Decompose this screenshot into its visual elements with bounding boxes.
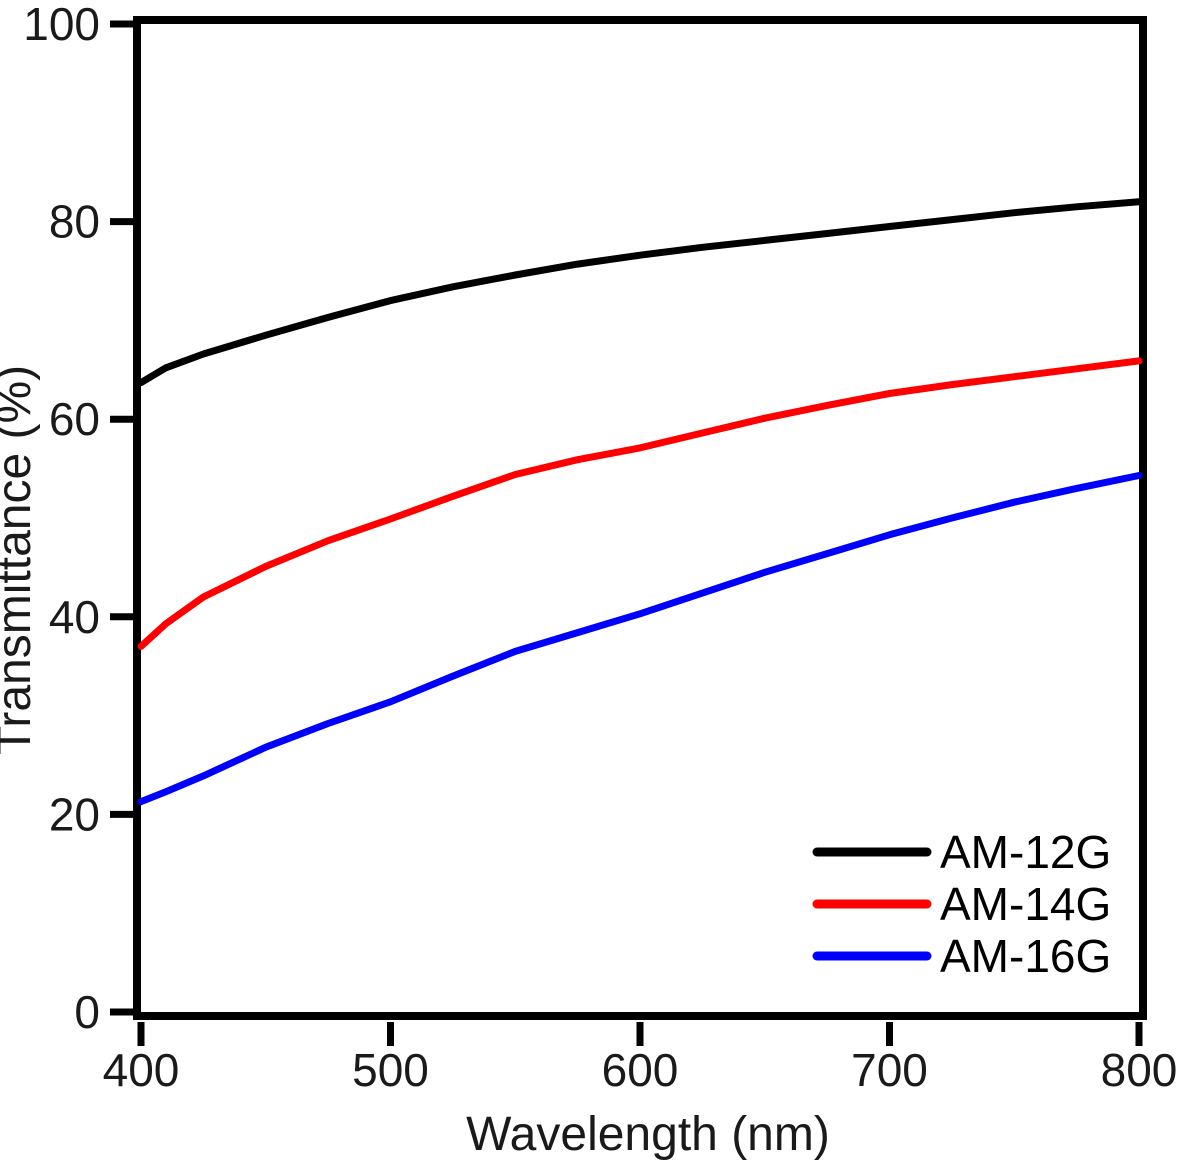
legend-label-am-12g: AM-12G (940, 826, 1111, 878)
data-curves (137, 198, 1143, 806)
y-tick-label: 100 (23, 0, 100, 50)
y-tick-label: 20 (49, 788, 100, 840)
x-tick-label: 500 (352, 1044, 429, 1096)
x-axis-ticks: 400 500 600 700 800 (103, 1022, 1178, 1096)
y-tick-label: 60 (49, 393, 100, 445)
plot-border (133, 16, 1147, 1020)
y-axis-title: Transmittance (%) (0, 365, 41, 755)
x-tick-label: 800 (1101, 1044, 1178, 1096)
y-tick-label: 40 (49, 591, 100, 643)
legend-label-am-14g: AM-14G (940, 878, 1111, 930)
y-axis-ticks: 0 20 40 60 80 100 (23, 0, 134, 1038)
y-tick-label: 0 (74, 986, 100, 1038)
legend-item-am-14g: AM-14G (812, 878, 1111, 930)
legend-item-am-16g: AM-16G (812, 930, 1111, 982)
y-tick-label: 80 (49, 196, 100, 248)
x-axis-title: Wavelength (nm) (466, 1108, 830, 1161)
x-tick-label: 600 (602, 1044, 679, 1096)
legend-label-am-16g: AM-16G (940, 930, 1111, 982)
curve-am-14g (137, 357, 1143, 650)
legend-item-am-12g: AM-12G (812, 826, 1111, 878)
x-tick-label: 400 (103, 1044, 180, 1096)
curve-am-16g (137, 472, 1143, 806)
x-tick-label: 700 (851, 1044, 928, 1096)
curve-am-12g (137, 198, 1143, 387)
